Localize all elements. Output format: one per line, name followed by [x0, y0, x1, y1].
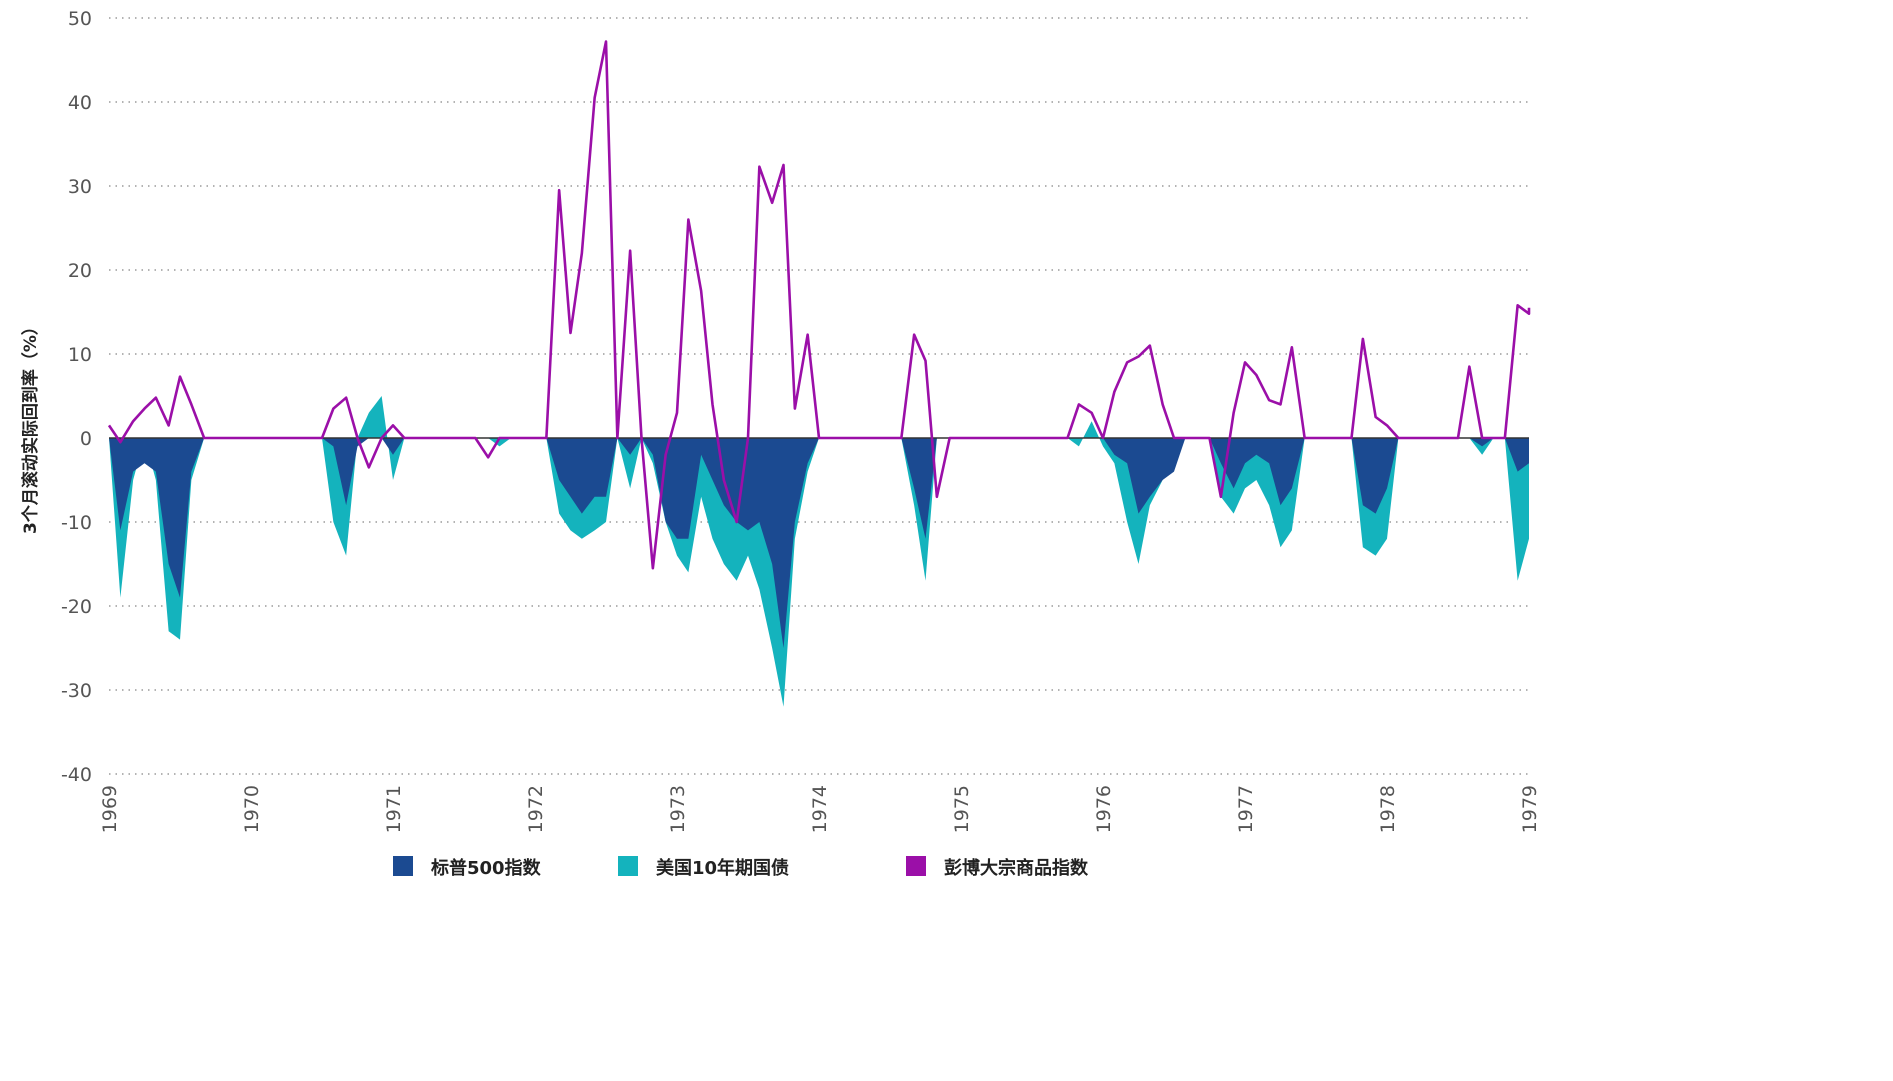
legend-swatch — [906, 856, 926, 876]
legend: 标普500指数 美国10年期国债 彭博大宗商品指数 — [393, 856, 1089, 879]
y-tick-label: 50 — [68, 8, 92, 30]
y-tick-label: -10 — [61, 512, 92, 534]
x-tick-label: 1970 — [241, 785, 263, 833]
legend-label: 彭博大宗商品指数 — [944, 857, 1089, 879]
y-axis-ticks: 50 40 30 20 10 0 -10 -20 -30 -40 — [61, 8, 92, 786]
legend-swatch — [393, 856, 413, 876]
x-tick-label: 1978 — [1377, 785, 1399, 833]
y-tick-label: -40 — [61, 764, 92, 786]
y-tick-label: 0 — [80, 428, 92, 450]
chart: 50 40 30 20 10 0 -10 -20 -30 -40 1969 1970 1971 1972… — [20, 8, 1541, 879]
y-tick-label: 30 — [68, 176, 92, 198]
x-tick-label: 1974 — [809, 785, 831, 833]
x-tick-label: 1979 — [1519, 785, 1541, 833]
y-axis-title: 3个月滚动实际回到率（%） — [20, 318, 41, 534]
y-tick-label: 20 — [68, 260, 92, 282]
x-tick-label: 1977 — [1235, 785, 1257, 833]
x-tick-label: 1976 — [1093, 785, 1115, 833]
x-tick-label: 1971 — [383, 785, 405, 833]
x-axis-ticks: 1969 1970 1971 1972 1973 1974 1975 1976 1977 1978… — [99, 785, 1541, 833]
y-tick-label: 10 — [68, 344, 92, 366]
legend-label: 美国10年期国债 — [656, 857, 789, 879]
x-tick-label: 1975 — [951, 785, 973, 833]
y-tick-label: 40 — [68, 92, 92, 114]
y-tick-label: -20 — [61, 596, 92, 618]
area-series-sp500 — [109, 438, 1529, 648]
y-tick-label: -30 — [61, 680, 92, 702]
area-series-layer — [109, 396, 1529, 707]
area-series-treasury-10y — [109, 396, 1529, 707]
x-tick-label: 1973 — [667, 785, 689, 833]
x-tick-label: 1969 — [99, 785, 121, 833]
legend-swatch — [618, 856, 638, 876]
x-tick-label: 1972 — [525, 785, 547, 833]
legend-label: 标普500指数 — [430, 857, 542, 879]
line-series-commodity — [107, 40, 1531, 570]
gridlines — [109, 17, 1529, 775]
line-series-layer — [107, 40, 1531, 570]
